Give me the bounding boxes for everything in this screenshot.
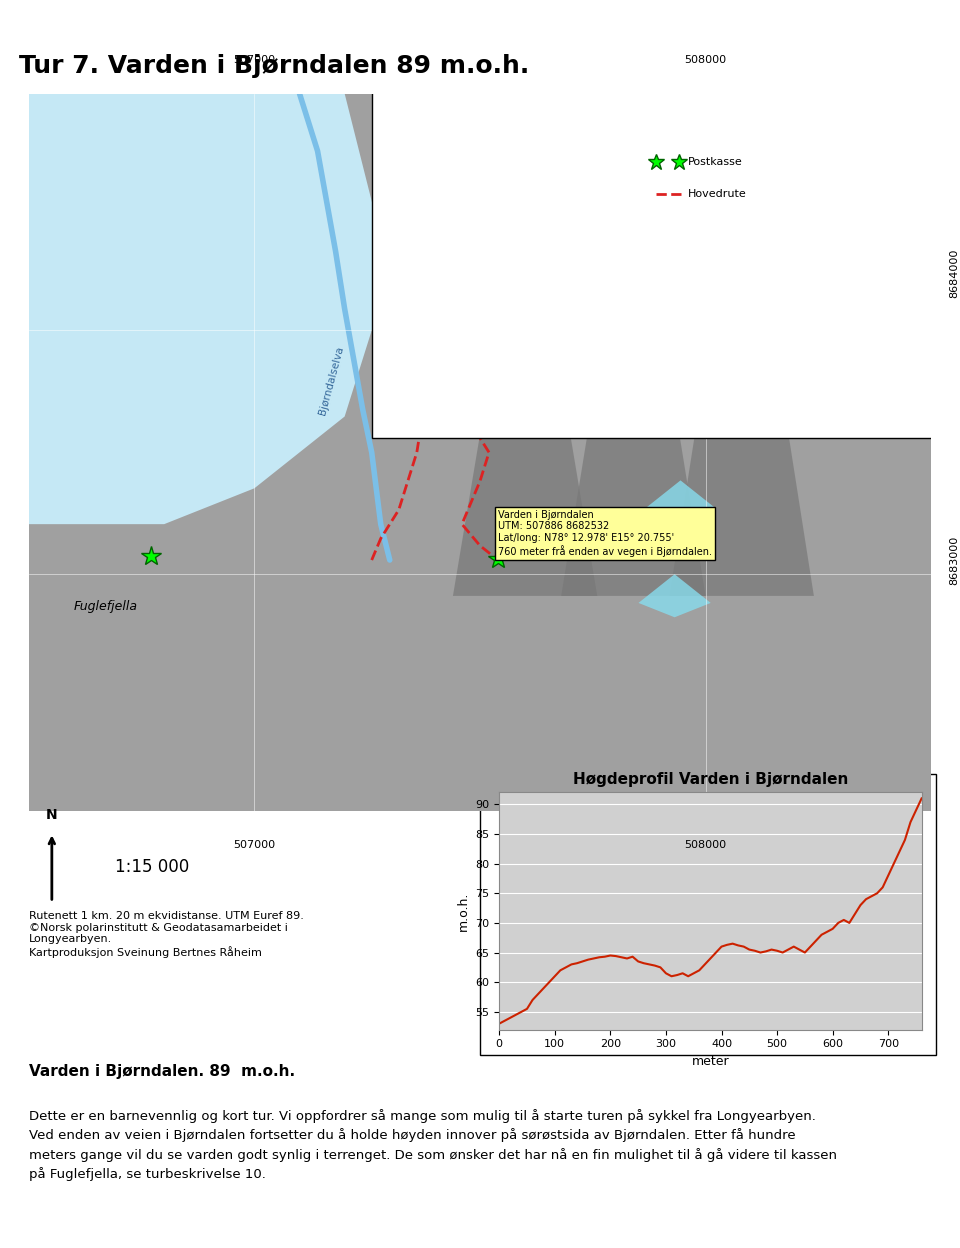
Polygon shape (29, 94, 390, 524)
Text: 507000: 507000 (233, 840, 276, 850)
Text: Postkasse: Postkasse (687, 157, 742, 167)
Text: 1:15 000: 1:15 000 (115, 859, 189, 876)
Title: Høgdeprofil Varden i Bjørndalen: Høgdeprofil Varden i Bjørndalen (573, 773, 848, 787)
Text: 8684000: 8684000 (0, 248, 2, 298)
Polygon shape (29, 94, 931, 811)
Polygon shape (656, 188, 728, 232)
Text: Rutenett 1 km. 20 m ekvidistanse. UTM Euref 89.
©Norsk polarinstitutt & Geodatas: Rutenett 1 km. 20 m ekvidistanse. UTM Eu… (29, 911, 303, 958)
Text: Varden i Bjørndalen. 89  m.o.h.: Varden i Bjørndalen. 89 m.o.h. (29, 1065, 295, 1080)
Polygon shape (635, 290, 707, 332)
Text: 508000: 508000 (684, 840, 727, 850)
FancyBboxPatch shape (372, 0, 960, 438)
Polygon shape (631, 479, 703, 522)
Text: N: N (46, 809, 58, 822)
Polygon shape (562, 151, 706, 597)
Text: Svalsat: Svalsat (759, 285, 805, 297)
Y-axis label: m.o.h.: m.o.h. (457, 891, 469, 931)
Polygon shape (649, 573, 722, 615)
Text: 8682000: 8682000 (0, 535, 2, 585)
Text: 8683000: 8683000 (949, 535, 959, 584)
Text: Dette er en barnevennlig og kort tur. Vi oppfordrer så mange som mulig til å sta: Dette er en barnevennlig og kort tur. Vi… (29, 1108, 837, 1181)
Polygon shape (633, 386, 706, 428)
X-axis label: meter: meter (691, 1055, 730, 1068)
Text: Varden i Bjørndalen
UTM: 507886 8682532
Lat/long: N78° 12.978' E15° 20.755'
760 : Varden i Bjørndalen UTM: 507886 8682532 … (498, 509, 712, 557)
Polygon shape (453, 165, 597, 597)
Text: Fuglefjella: Fuglefjella (74, 600, 138, 613)
Text: Dagutgang, gruve 3.: Dagutgang, gruve 3. (372, 316, 488, 326)
Polygon shape (669, 137, 814, 597)
Text: 507000: 507000 (233, 55, 276, 65)
Text: Tur 7. Varden i Bjørndalen 89 m.o.h.: Tur 7. Varden i Bjørndalen 89 m.o.h. (19, 54, 530, 77)
Text: Bjørndalselva: Bjørndalselva (317, 346, 345, 416)
Text: Hovedrute: Hovedrute (687, 188, 746, 200)
Text: 8684000: 8684000 (949, 248, 959, 298)
Text: 508000: 508000 (684, 55, 727, 65)
Text: Side 16   T o p p t r i m m e n   2 0 1 4: Side 16 T o p p t r i m m e n 2 0 1 4 (19, 14, 312, 29)
